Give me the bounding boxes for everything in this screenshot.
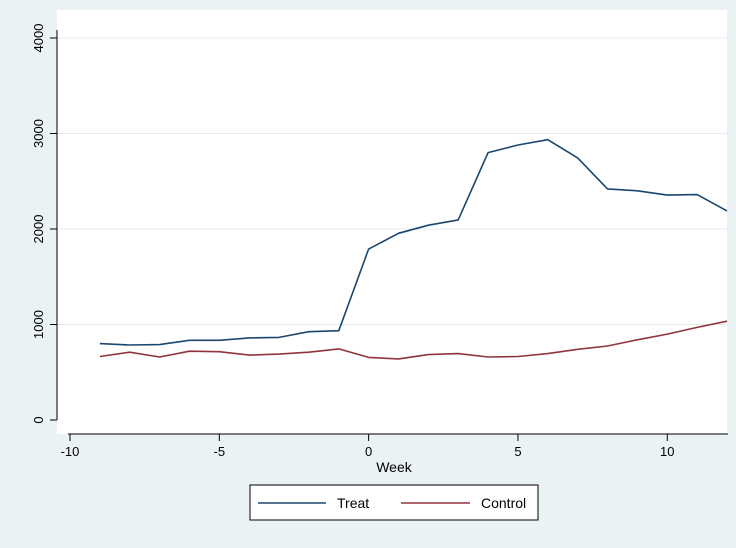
y-tick-label: 2000 (31, 215, 46, 244)
x-axis-title: Week (376, 459, 413, 475)
y-axis-ticks: 0 1000 2000 3000 4000 (31, 24, 57, 424)
x-axis-ticks: -10 -5 0 5 10 (61, 434, 675, 459)
plot-background (57, 10, 727, 434)
series-line-treat (99, 138, 728, 346)
y-tick-label: 4000 (31, 24, 46, 53)
x-tick-label: -10 (61, 444, 80, 459)
legend-label-control: Control (481, 495, 526, 511)
legend-box (249, 484, 539, 521)
x-tick-label: 0 (365, 444, 372, 459)
gridlines (58, 37, 727, 325)
legend-label-treat: Treat (337, 495, 369, 511)
y-tick-label: 1000 (31, 310, 46, 339)
y-tick-label: 0 (31, 416, 46, 423)
x-tick-label: -5 (214, 444, 226, 459)
y-tick-label: 3000 (31, 119, 46, 148)
x-tick-label: 5 (514, 444, 521, 459)
x-tick-label: 10 (660, 444, 674, 459)
series-line-control (99, 320, 728, 360)
legend: Treat Control (249, 484, 539, 521)
series-lines (99, 138, 728, 360)
